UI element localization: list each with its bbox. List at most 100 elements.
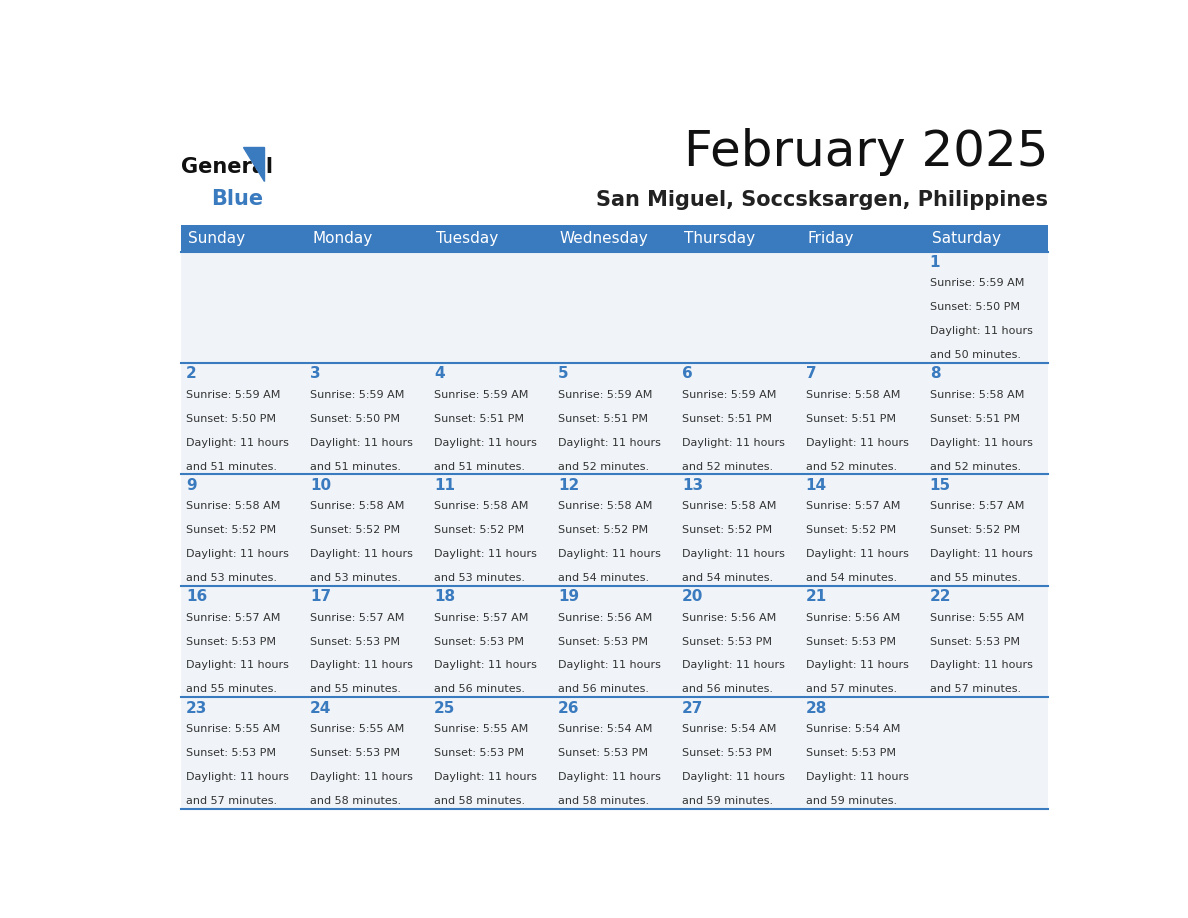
Bar	[676, 225, 801, 252]
Text: Monday: Monday	[312, 230, 372, 246]
Text: Sunset: 5:51 PM: Sunset: 5:51 PM	[434, 414, 524, 424]
Text: Sunset: 5:53 PM: Sunset: 5:53 PM	[187, 748, 277, 758]
Text: 23: 23	[187, 700, 208, 716]
Text: and 55 minutes.: and 55 minutes.	[930, 573, 1020, 583]
Bar	[429, 475, 552, 586]
Bar	[801, 252, 924, 363]
Text: Sunset: 5:53 PM: Sunset: 5:53 PM	[805, 636, 896, 646]
Text: Sunset: 5:50 PM: Sunset: 5:50 PM	[187, 414, 277, 424]
Text: and 59 minutes.: and 59 minutes.	[805, 796, 897, 806]
Text: and 59 minutes.: and 59 minutes.	[682, 796, 773, 806]
Bar	[304, 475, 429, 586]
Bar	[181, 252, 304, 363]
Bar	[429, 252, 552, 363]
Text: 11: 11	[434, 478, 455, 493]
Text: Daylight: 11 hours: Daylight: 11 hours	[310, 772, 413, 782]
Text: Sunset: 5:50 PM: Sunset: 5:50 PM	[310, 414, 400, 424]
Text: Daylight: 11 hours: Daylight: 11 hours	[682, 660, 785, 670]
Text: and 57 minutes.: and 57 minutes.	[187, 796, 277, 806]
Bar	[552, 225, 676, 252]
Bar	[552, 252, 676, 363]
Bar	[676, 363, 801, 475]
Text: Daylight: 11 hours: Daylight: 11 hours	[930, 549, 1032, 559]
Text: Sunrise: 5:54 AM: Sunrise: 5:54 AM	[558, 724, 652, 734]
Text: Sunset: 5:52 PM: Sunset: 5:52 PM	[187, 525, 277, 535]
Text: and 52 minutes.: and 52 minutes.	[930, 462, 1020, 472]
Text: 16: 16	[187, 589, 208, 604]
Text: and 54 minutes.: and 54 minutes.	[805, 573, 897, 583]
Bar	[924, 586, 1048, 697]
Text: and 50 minutes.: and 50 minutes.	[930, 351, 1020, 360]
Text: 22: 22	[930, 589, 952, 604]
Bar	[181, 225, 304, 252]
Text: and 51 minutes.: and 51 minutes.	[187, 462, 277, 472]
Bar	[429, 363, 552, 475]
Text: 1: 1	[930, 255, 940, 270]
Text: and 58 minutes.: and 58 minutes.	[310, 796, 402, 806]
Text: Friday: Friday	[808, 230, 854, 246]
Bar	[304, 697, 429, 809]
Text: and 56 minutes.: and 56 minutes.	[558, 685, 649, 694]
Text: 7: 7	[805, 366, 816, 382]
Text: Sunrise: 5:57 AM: Sunrise: 5:57 AM	[310, 612, 405, 622]
Text: Sunrise: 5:59 AM: Sunrise: 5:59 AM	[187, 390, 280, 400]
Text: Sunrise: 5:59 AM: Sunrise: 5:59 AM	[682, 390, 776, 400]
Text: Daylight: 11 hours: Daylight: 11 hours	[558, 772, 661, 782]
Text: San Miguel, Soccsksargen, Philippines: San Miguel, Soccsksargen, Philippines	[596, 190, 1048, 210]
Text: Saturday: Saturday	[931, 230, 1000, 246]
Text: Sunset: 5:51 PM: Sunset: 5:51 PM	[805, 414, 896, 424]
Bar	[924, 225, 1048, 252]
Bar	[924, 475, 1048, 586]
Text: Sunrise: 5:55 AM: Sunrise: 5:55 AM	[310, 724, 404, 734]
Text: Daylight: 11 hours: Daylight: 11 hours	[682, 549, 785, 559]
Text: Sunset: 5:53 PM: Sunset: 5:53 PM	[187, 636, 277, 646]
Text: Sunset: 5:53 PM: Sunset: 5:53 PM	[434, 748, 524, 758]
Bar	[801, 697, 924, 809]
Text: and 56 minutes.: and 56 minutes.	[434, 685, 525, 694]
Text: Daylight: 11 hours: Daylight: 11 hours	[434, 660, 537, 670]
Bar	[924, 252, 1048, 363]
Text: 27: 27	[682, 700, 703, 716]
Text: and 54 minutes.: and 54 minutes.	[558, 573, 649, 583]
Text: Daylight: 11 hours: Daylight: 11 hours	[558, 660, 661, 670]
Text: Sunset: 5:52 PM: Sunset: 5:52 PM	[310, 525, 400, 535]
Bar	[304, 363, 429, 475]
Text: Sunset: 5:53 PM: Sunset: 5:53 PM	[930, 636, 1019, 646]
Text: Sunrise: 5:57 AM: Sunrise: 5:57 AM	[805, 501, 901, 511]
Bar	[181, 586, 304, 697]
Text: and 57 minutes.: and 57 minutes.	[930, 685, 1020, 694]
Text: Sunrise: 5:54 AM: Sunrise: 5:54 AM	[805, 724, 901, 734]
Bar	[924, 363, 1048, 475]
Text: Sunset: 5:50 PM: Sunset: 5:50 PM	[930, 302, 1019, 312]
Text: and 53 minutes.: and 53 minutes.	[187, 573, 277, 583]
Text: Sunrise: 5:55 AM: Sunrise: 5:55 AM	[187, 724, 280, 734]
Bar	[429, 586, 552, 697]
Text: Sunrise: 5:55 AM: Sunrise: 5:55 AM	[434, 724, 529, 734]
Text: Sunrise: 5:59 AM: Sunrise: 5:59 AM	[434, 390, 529, 400]
Text: and 56 minutes.: and 56 minutes.	[682, 685, 773, 694]
Text: Sunrise: 5:59 AM: Sunrise: 5:59 AM	[310, 390, 405, 400]
Text: 6: 6	[682, 366, 693, 382]
Text: Daylight: 11 hours: Daylight: 11 hours	[682, 438, 785, 448]
Text: Sunrise: 5:58 AM: Sunrise: 5:58 AM	[930, 390, 1024, 400]
Text: Sunrise: 5:56 AM: Sunrise: 5:56 AM	[682, 612, 776, 622]
Text: Sunset: 5:53 PM: Sunset: 5:53 PM	[310, 748, 400, 758]
Bar	[552, 363, 676, 475]
Text: 8: 8	[930, 366, 940, 382]
Text: Sunrise: 5:58 AM: Sunrise: 5:58 AM	[310, 501, 405, 511]
Text: Daylight: 11 hours: Daylight: 11 hours	[805, 438, 909, 448]
Text: and 52 minutes.: and 52 minutes.	[558, 462, 649, 472]
Text: Thursday: Thursday	[684, 230, 754, 246]
Text: Daylight: 11 hours: Daylight: 11 hours	[310, 438, 413, 448]
Text: Daylight: 11 hours: Daylight: 11 hours	[805, 549, 909, 559]
Text: 9: 9	[187, 478, 197, 493]
Text: 2: 2	[187, 366, 197, 382]
Text: Sunset: 5:52 PM: Sunset: 5:52 PM	[682, 525, 772, 535]
Bar	[552, 697, 676, 809]
Text: Sunrise: 5:57 AM: Sunrise: 5:57 AM	[434, 612, 529, 622]
Text: Sunrise: 5:59 AM: Sunrise: 5:59 AM	[930, 278, 1024, 288]
Bar	[181, 697, 304, 809]
Bar	[429, 225, 552, 252]
Text: Daylight: 11 hours: Daylight: 11 hours	[310, 549, 413, 559]
Bar	[676, 586, 801, 697]
